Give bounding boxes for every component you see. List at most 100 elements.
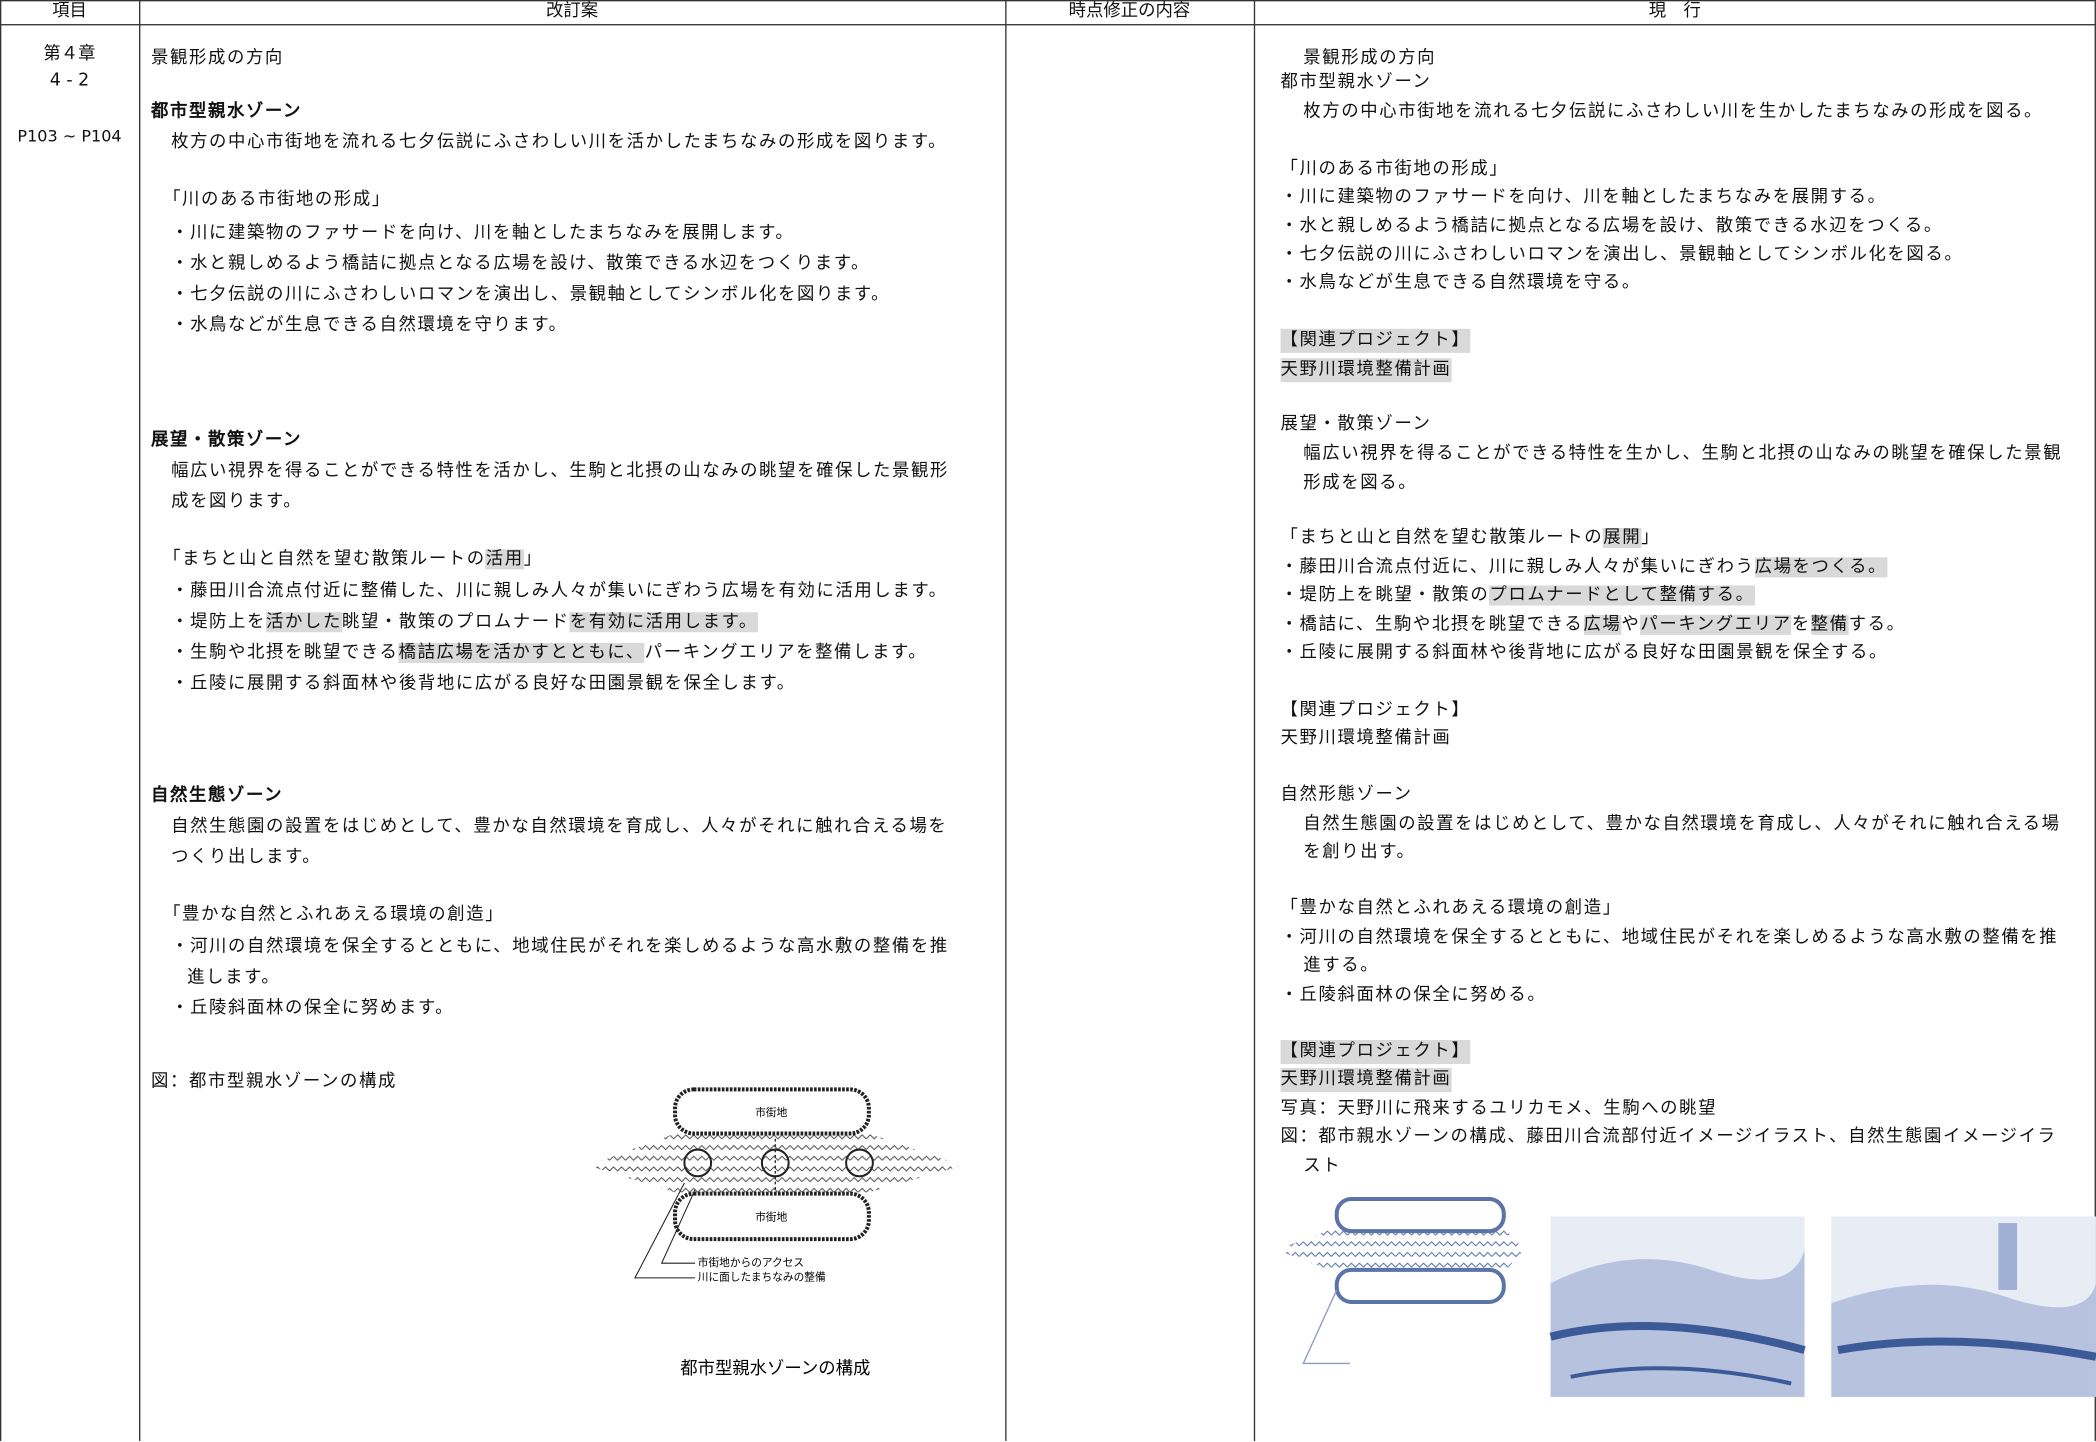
illustration-shape [1998, 1223, 2018, 1290]
access-node [845, 1148, 874, 1178]
text-line: 「まちと山と自然を望む散策ルートの活用」 [163, 548, 543, 572]
text-line: ・七夕伝説の川にふさわしいロマンを演出し、景観軸としてシンボル化を図ります。 [171, 284, 891, 305]
text-segment: ・生駒や北摂を眺望できる [171, 642, 399, 664]
text-line: 図：都市型親水ゾーンの構成 [151, 1072, 397, 1093]
text-line: 天野川環境整備計画 [1280, 728, 1452, 749]
text-line: 都市型親水ゾーン [151, 101, 303, 122]
table-border [0, 0, 2, 1441]
river-band [1276, 1227, 1524, 1273]
text-line: ・水と親しめるよう橋詰に拠点となる広場を設け、散策できる水辺をつくります。 [171, 253, 870, 275]
text-line: スト [1303, 1156, 1342, 1177]
text-line: 【関連プロジェクト】 [1280, 700, 1471, 721]
text-line: 枚方の中心市街地を流れる七夕伝説にふさわしい川を生かしたまちなみの形成を図る。 [1303, 101, 2044, 122]
table-border [0, 0, 2096, 2]
text-line: 【関連プロジェクト】 [1280, 1039, 1471, 1065]
text-line: ・河川の自然環境を保全するとともに、地域住民がそれを楽しめるような高水敷の整備を… [171, 937, 949, 958]
leader-line [660, 1189, 696, 1264]
text-line: 都市型親水ゾーン [1280, 72, 1432, 93]
text-line: 進します。 [187, 967, 281, 988]
illustration-shape [1837, 1337, 2096, 1361]
text-line: ・藤田川合流点付近に、川に親しみ人々が集いにぎわう広場をつくる。 [1281, 556, 1888, 580]
text-segment: ・堤防上を [171, 612, 267, 633]
text-segment: 」 [1641, 527, 1661, 549]
text-line: ・丘陵斜面林の保全に努めます。 [171, 998, 455, 1019]
text-line: 展望・散策ゾーン [1280, 414, 1432, 435]
text-segment: 眺望・散策のプロムナード [341, 612, 570, 633]
text-line: ・橋詰に、生駒や北摂を眺望できる広場やパーキングエリアを整備する。 [1281, 614, 1906, 638]
illustration-shape [1549, 1322, 1806, 1354]
text-line: つくり出します。 [171, 847, 322, 868]
text-line: ・堤防上を活かした眺望・散策のプロムナードを有効に活用します。 [171, 611, 758, 635]
text-line: 幅広い視界を得ることができる特性を活かし、生駒と北摂の山なみの眺望を確保した景観… [171, 461, 949, 482]
text-line: ・生駒や北摂を眺望できる橋詰広場を活かすとともに、パーキングエリアを整備します。 [171, 642, 927, 666]
highlighted-text: 活用 [485, 549, 524, 570]
text-line: ・川に建築物のファサードを向け、川を軸としたまちなみを展開します。 [171, 223, 795, 244]
highlighted-text: 整備 [1810, 614, 1849, 635]
text-segment: や [1621, 614, 1641, 635]
text-line: ・丘陵に展開する斜面林や後背地に広がる良好な田園景観を保全する。 [1280, 642, 1888, 664]
text-line: 「川のある市街地の形成」 [1280, 159, 1509, 180]
text-segment: 「まちと山と自然を望む散策ルートの [163, 549, 486, 570]
text-line: ・河川の自然環境を保全するとともに、地域住民がそれを楽しめるような高水敷の整備を… [1280, 927, 2059, 948]
text-line: 図：都市親水ゾーンの構成、藤田川合流部付近イメージイラスト、自然生態園イメージイ… [1280, 1126, 2057, 1147]
text-segment: パーキングエリアを整備します。 [644, 642, 928, 664]
highlighted-text: 活かした [266, 612, 342, 633]
column-rule [1005, 0, 1007, 1441]
text-segment: ・橋詰に、生駒や北摂を眺望できる [1280, 614, 1584, 635]
table-border [2094, 0, 2096, 1441]
highlighted-text: を有効に活用します。 [569, 612, 758, 633]
figure-caption: 都市型親水ゾーンの構成 [680, 1359, 870, 1379]
text-line: 「豊かな自然とふれあえる環境の創造」 [163, 904, 505, 925]
text-line: ・丘陵に展開する斜面林や後背地に広がる良好な田園景観を保全します。 [171, 673, 796, 694]
highlighted-text: 展開 [1603, 527, 1642, 549]
illustration-shape [1570, 1366, 1792, 1386]
town-block [1334, 1267, 1506, 1304]
text-line: 自然形態ゾーン [1280, 784, 1413, 805]
header-rule [0, 24, 2096, 26]
header-cell: 改訂案 [546, 1, 599, 22]
text-line: 天野川環境整備計画 [1280, 1068, 1452, 1093]
access-node [683, 1148, 713, 1178]
text-line: ・水鳥などが生息できる自然環境を守ります。 [171, 315, 568, 336]
pages: P103 ~ P104 [17, 126, 122, 146]
leader-line [1302, 1289, 1351, 1365]
text-segment: ・藤田川合流点付近に、川に親しみ人々が集いにぎわう [1280, 557, 1755, 578]
diagram-label: 市街地からのアクセス [698, 1256, 804, 1269]
town-block [673, 1087, 871, 1136]
leader-line [634, 1182, 696, 1279]
highlighted-text: 橋詰広場を活かすとともに、 [398, 642, 645, 664]
header-cell: 時点修正の内容 [1068, 1, 1191, 22]
text-line: 自然生態ゾーン [151, 785, 284, 807]
text-line: 写真：天野川に飛来するユリカモメ、生駒への眺望 [1280, 1098, 1718, 1119]
text-line: 形成を図る。 [1303, 473, 1418, 494]
text-line: 景観形成の方向 [151, 48, 284, 69]
text-line: 成を図ります。 [171, 491, 303, 512]
diagram-label: 市街地 [755, 1210, 787, 1223]
text-segment: 」 [523, 549, 543, 570]
header-cell: 現 行 [1648, 1, 1701, 22]
text-segment: を [1791, 614, 1811, 635]
highlighted-text: 広場 [1583, 614, 1622, 635]
text-line: ・七夕伝説の川にふさわしいロマンを演出し、景観軸としてシンボル化を図る。 [1280, 244, 1964, 265]
text-line: 自然生態園の設置をはじめとして、豊かな自然環境を育成し、人々がそれに触れ合える場 [1303, 814, 2061, 835]
text-line: ・堤防上を眺望・散策のプロムナードとして整備する。 [1281, 584, 1755, 608]
text-line: 「川のある市街地の形成」 [163, 189, 391, 210]
zone-diagram: 市街地 市街地 市街地からのアクセス 川に面したまちなみの整備 都市型親水ゾーン… [588, 1087, 963, 1379]
text-line: 【関連プロジェクト】 [1280, 328, 1471, 353]
text-segment: ・堤防上を眺望・散策の [1280, 585, 1490, 606]
river-band [588, 1133, 963, 1193]
text-line: 幅広い視界を得ることができる特性を生かし、生駒と北摂の山なみの眺望を確保した景観 [1303, 443, 2063, 464]
diagram-label: 川に面したまちなみの整備 [698, 1271, 826, 1284]
chapter: 第４章 [43, 44, 96, 65]
text-line: ・水と親しめるよう橋詰に拠点となる広場を設け、散策できる水辺をつくる。 [1280, 216, 1943, 237]
text-segment: 「まちと山と自然を望む散策ルートの [1280, 527, 1604, 549]
text-line: 「まちと山と自然を望む散策ルートの展開」 [1281, 527, 1661, 551]
text-line: ・水鳥などが生息できる自然環境を守る。 [1280, 272, 1641, 293]
highlighted-text: パーキングエリア [1640, 614, 1792, 635]
text-line: 枚方の中心市街地を流れる七夕伝説にふさわしい川を活かしたまちなみの形成を図ります… [171, 132, 948, 153]
column-rule [1253, 0, 1256, 1441]
text-line: 「豊かな自然とふれあえる環境の創造」 [1280, 898, 1622, 919]
